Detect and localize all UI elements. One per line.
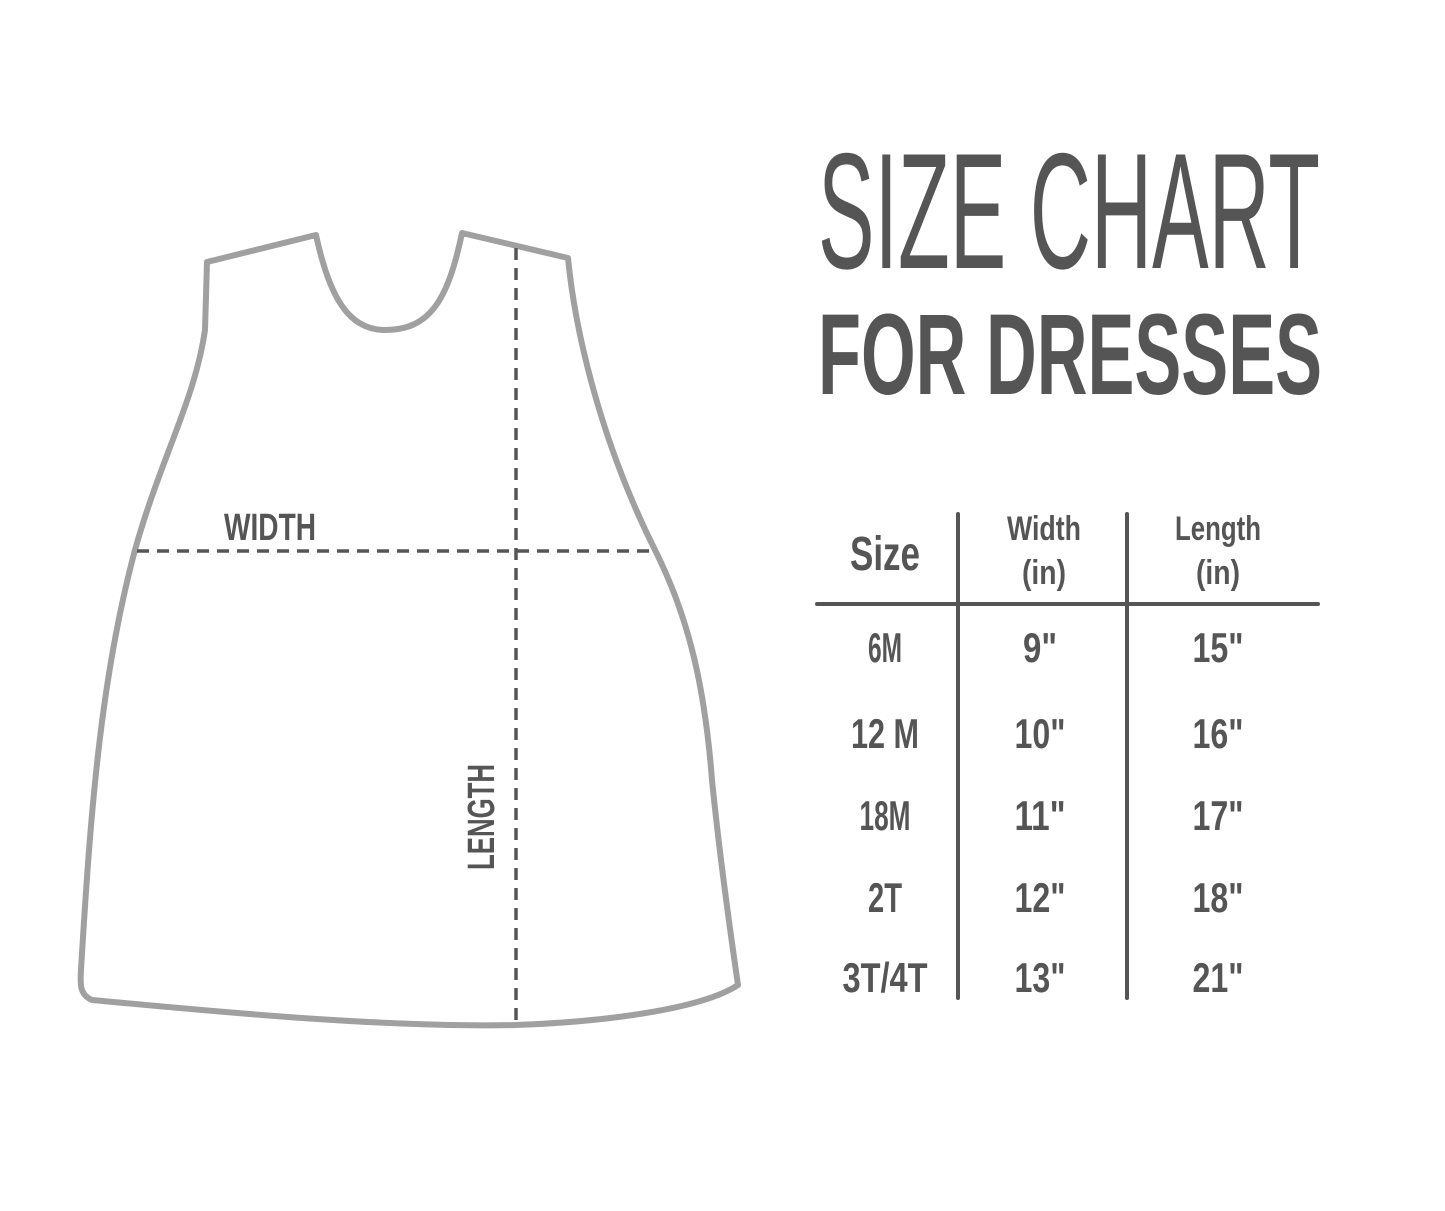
table-row: 18M 11" 17"	[860, 792, 1244, 839]
cell-size: 12 M	[851, 710, 919, 757]
cell-width: 9"	[1023, 624, 1057, 671]
cell-width: 13"	[1015, 954, 1066, 1001]
cell-size: 18M	[860, 792, 911, 839]
header-length-line1: Length	[1175, 510, 1261, 548]
cell-length: 16"	[1193, 710, 1244, 757]
cell-size: 2T	[868, 874, 902, 921]
cell-length: 18"	[1193, 874, 1244, 921]
cell-width: 12"	[1015, 874, 1066, 921]
cell-width: 11"	[1015, 792, 1066, 839]
length-label: LENGTH	[461, 764, 503, 870]
title-line1: SIZE CHART	[818, 119, 1320, 303]
table-row: 6M 9" 15"	[868, 624, 1244, 671]
dress-outline	[77, 230, 741, 1029]
title-line2: FOR DRESSES	[818, 291, 1322, 419]
cell-size: 3T/4T	[843, 954, 928, 1001]
cell-size: 6M	[868, 624, 902, 671]
cell-width: 10"	[1015, 710, 1066, 757]
header-width-line1: Width	[1007, 510, 1081, 548]
cell-length: 21"	[1193, 954, 1244, 1001]
cell-length: 17"	[1193, 792, 1244, 839]
header-length-line2: (in)	[1196, 554, 1240, 592]
width-label: WIDTH	[224, 507, 316, 549]
table-row: 12 M 10" 16"	[851, 710, 1244, 757]
table-row: 2T 12" 18"	[868, 874, 1244, 921]
header-width-line2: (in)	[1022, 554, 1066, 592]
table-row: 3T/4T 13" 21"	[843, 954, 1244, 1001]
cell-length: 15"	[1193, 624, 1244, 671]
header-size: Size	[850, 528, 920, 581]
